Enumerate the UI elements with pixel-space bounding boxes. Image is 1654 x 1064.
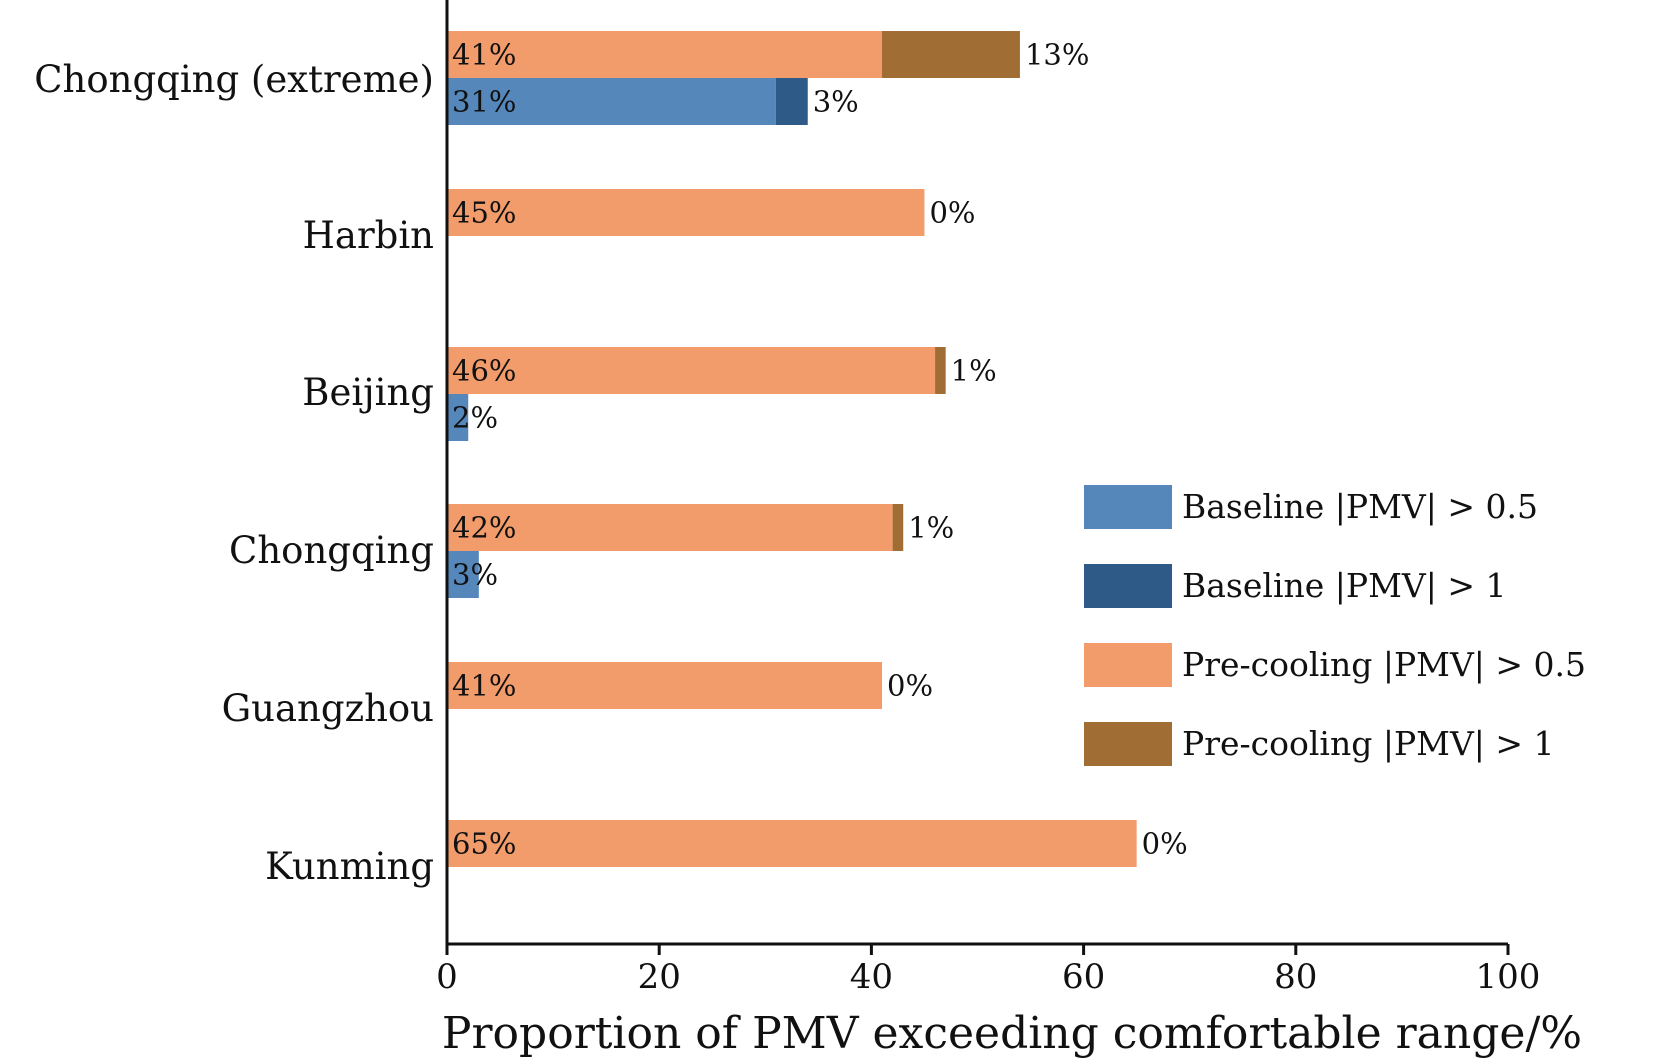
x-axis-title: Proportion of PMV exceeding comfortable … — [442, 1008, 1582, 1059]
pre-cooling-outer-label: 13% — [1025, 38, 1089, 72]
axes — [445, 0, 1508, 946]
x-tick-label: 40 — [850, 957, 893, 997]
baseline-pmv-gt-0.5-bar — [447, 551, 479, 598]
category-label: Kunming — [265, 845, 434, 888]
category-label: Guangzhou — [222, 687, 434, 730]
x-tick-label: 20 — [638, 957, 681, 997]
legend-swatch — [1084, 485, 1172, 529]
legend-swatch — [1084, 722, 1172, 766]
pre-cooling-pmv-gt-0.5-bar — [447, 662, 883, 709]
baseline-outer-label: 3% — [813, 85, 859, 119]
baseline-pmv-gt-0.5-bar — [447, 78, 776, 125]
bars-layer: 41% 13% 31% 3% 45% 0% 46% 1% 2% 42% 1% 3% 41% 0% 65% 0% — [447, 31, 1188, 867]
category-label: Beijing — [302, 371, 434, 414]
category-labels: Chongqing (extreme) Harbin Beijing Chongqin… — [34, 58, 434, 888]
x-ticks: 0 20 40 60 80 100 — [436, 944, 1540, 997]
pre-cooling-inner-label: 46% — [452, 354, 516, 388]
pre-cooling-outer-label: 1% — [908, 511, 954, 545]
pre-cooling-inner-label: 42% — [452, 511, 516, 545]
category-label: Harbin — [303, 214, 434, 257]
legend-label: Pre-cooling |PMV| > 0.5 — [1182, 645, 1586, 684]
legend-swatch — [1084, 643, 1172, 687]
pre-cooling-outer-label: 0% — [1142, 827, 1188, 861]
pre-cooling-pmv-gt-1-bar — [882, 31, 1020, 78]
x-tick-label: 100 — [1476, 957, 1541, 997]
legend-label: Baseline |PMV| > 1 — [1182, 566, 1506, 605]
baseline-pmv-gt-1-bar — [775, 78, 808, 125]
pre-cooling-inner-label: 41% — [452, 38, 516, 72]
pre-cooling-pmv-gt-0.5-bar — [447, 504, 893, 551]
baseline-inner-label: 3% — [452, 558, 498, 592]
pre-cooling-outer-label: 0% — [887, 669, 933, 703]
category-label: Chongqing (extreme) — [34, 58, 434, 101]
pre-cooling-outer-label: 0% — [929, 196, 975, 230]
pre-cooling-pmv-gt-1-bar — [935, 347, 946, 394]
pre-cooling-pmv-gt-0.5-bar — [447, 31, 883, 78]
pre-cooling-pmv-gt-0.5-bar — [447, 189, 925, 236]
pre-cooling-outer-label: 1% — [951, 354, 997, 388]
baseline-inner-label: 31% — [452, 85, 516, 119]
pre-cooling-inner-label: 45% — [452, 196, 516, 230]
legend-label: Pre-cooling |PMV| > 1 — [1182, 724, 1555, 763]
pre-cooling-pmv-gt-0.5-bar — [447, 347, 936, 394]
legend-label: Baseline |PMV| > 0.5 — [1182, 487, 1538, 526]
pre-cooling-pmv-gt-0.5-bar — [447, 820, 1137, 867]
legend-swatch — [1084, 564, 1172, 608]
legend: Baseline |PMV| > 0.5 Baseline |PMV| > 1 Pr… — [1084, 485, 1586, 766]
pre-cooling-inner-label: 65% — [452, 827, 516, 861]
pre-cooling-inner-label: 41% — [452, 669, 516, 703]
pre-cooling-pmv-gt-1-bar — [892, 504, 904, 551]
baseline-pmv-gt-0.5-bar — [447, 394, 469, 441]
baseline-inner-label: 2% — [452, 401, 498, 435]
category-label: Chongqing — [229, 529, 434, 572]
x-tick-label: 80 — [1274, 957, 1317, 997]
x-tick-label: 60 — [1062, 957, 1105, 997]
x-tick-label: 0 — [436, 957, 458, 997]
